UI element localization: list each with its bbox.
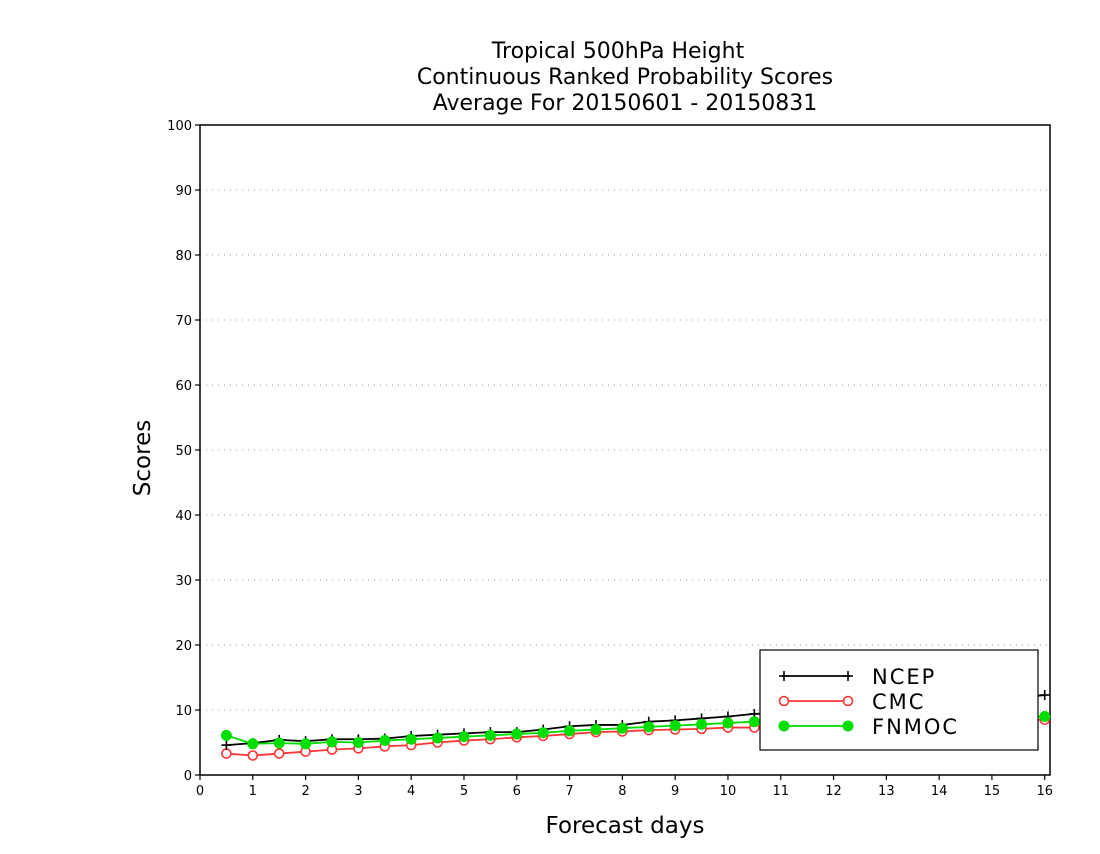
grid-lines xyxy=(200,189,1050,711)
data-point-fnmoc xyxy=(748,716,760,728)
legend-entry-cmc: CMC xyxy=(778,690,925,714)
y-tick-label: 10 xyxy=(175,704,192,719)
y-tick-label: 90 xyxy=(175,184,192,199)
x-tick-label: 0 xyxy=(196,784,204,799)
data-point-fnmoc xyxy=(432,732,444,744)
legend-marker-cmc xyxy=(842,695,854,707)
data-point-fnmoc xyxy=(379,735,391,747)
data-point-fnmoc xyxy=(247,738,259,750)
data-point-fnmoc xyxy=(352,737,364,748)
chart-title-line-2: Continuous Ranked Probability Scores xyxy=(417,65,833,90)
data-point-fnmoc xyxy=(484,729,496,741)
x-tick-label: 10 xyxy=(720,784,737,799)
x-tick-label: 14 xyxy=(931,784,948,799)
chart-title-line-3: Average For 20150601 - 20150831 xyxy=(433,91,818,116)
data-point-fnmoc xyxy=(326,736,338,748)
y-tick-label: 80 xyxy=(175,249,192,264)
data-point-fnmoc xyxy=(564,725,576,737)
y-tick-label: 40 xyxy=(175,509,192,524)
data-point-fnmoc xyxy=(643,721,655,733)
data-point-ncep xyxy=(221,740,232,751)
data-point-fnmoc xyxy=(722,717,734,729)
data-point-fnmoc xyxy=(669,720,681,732)
legend-marker-cmc xyxy=(778,695,790,707)
y-tick-label: 100 xyxy=(167,119,192,134)
x-tick-label: 12 xyxy=(825,784,842,799)
data-point-cmc xyxy=(273,748,285,759)
chart-title-line-1: Tropical 500hPa Height xyxy=(491,39,745,64)
data-point-fnmoc xyxy=(511,728,523,740)
x-axis-title: Forecast days xyxy=(546,813,705,839)
y-tick-label: 0 xyxy=(184,769,192,784)
legend-entry-fnmoc: FNMOC xyxy=(778,715,959,739)
legend-marker-fnmoc xyxy=(842,720,854,732)
legend-label-cmc: CMC xyxy=(872,690,925,714)
data-point-fnmoc xyxy=(458,731,470,743)
y-tick-label: 60 xyxy=(175,379,192,394)
legend-label-fnmoc: FNMOC xyxy=(872,715,959,739)
data-point-cmc xyxy=(247,750,259,761)
data-point-fnmoc xyxy=(537,727,549,739)
x-tick-label: 1 xyxy=(249,784,257,799)
y-axis-title: Scores xyxy=(130,420,156,496)
x-tick-label: 6 xyxy=(513,784,521,799)
x-tick-label: 7 xyxy=(565,784,573,799)
x-tick-label: 15 xyxy=(984,784,1001,799)
data-point-fnmoc xyxy=(696,718,708,730)
data-point-fnmoc xyxy=(590,724,602,735)
data-point-fnmoc xyxy=(273,737,285,749)
data-point-fnmoc xyxy=(1039,711,1051,722)
y-tick-label: 30 xyxy=(175,574,192,589)
data-point-ncep xyxy=(1039,690,1050,701)
legend-label-ncep: NCEP xyxy=(872,665,936,689)
x-tick-label: 13 xyxy=(878,784,895,799)
x-tick-label: 11 xyxy=(772,784,789,799)
legend-marker-ncep xyxy=(843,671,853,681)
legend-marker-fnmoc xyxy=(778,720,790,732)
data-point-fnmoc xyxy=(405,733,417,745)
x-tick-label: 16 xyxy=(1036,784,1053,799)
data-point-fnmoc xyxy=(220,729,232,741)
x-tick-label: 4 xyxy=(407,784,415,799)
data-point-fnmoc xyxy=(300,738,312,750)
x-tick-label: 8 xyxy=(618,784,626,799)
data-point-cmc xyxy=(221,748,232,759)
x-tick-label: 9 xyxy=(671,784,679,799)
legend-marker-ncep xyxy=(779,671,789,681)
y-tick-label: 70 xyxy=(175,314,192,329)
y-tick-label: 50 xyxy=(175,444,192,459)
y-tick-label: 20 xyxy=(175,639,192,654)
x-tick-label: 2 xyxy=(301,784,309,799)
data-point-fnmoc xyxy=(616,722,628,734)
legend-entry-ncep: NCEP xyxy=(779,665,936,689)
x-tick-label: 5 xyxy=(460,784,468,799)
x-tick-label: 3 xyxy=(354,784,362,799)
legend-box xyxy=(759,649,1039,751)
